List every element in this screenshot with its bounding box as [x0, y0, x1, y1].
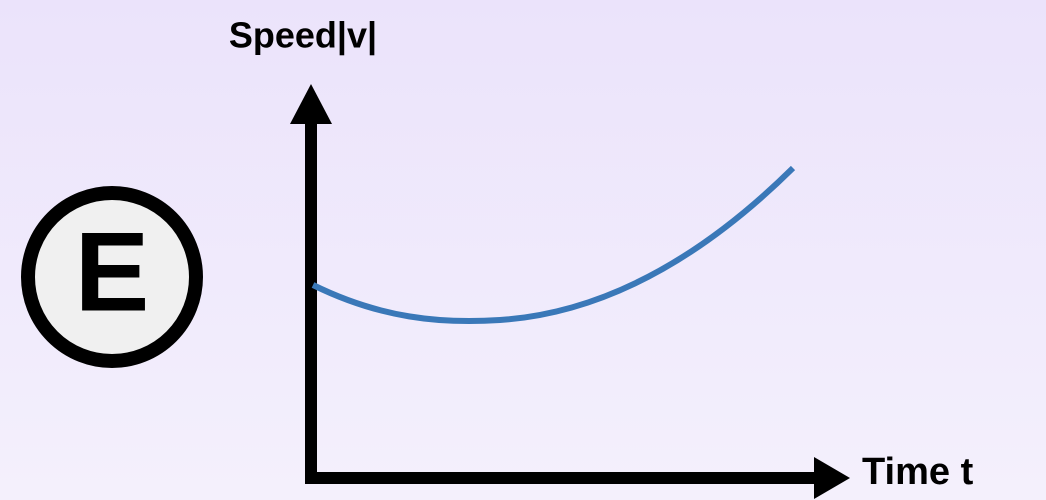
- y-axis-label: Speed|v|: [229, 15, 377, 57]
- x-axis-arrow: [814, 457, 850, 499]
- marker-circle: [21, 186, 203, 368]
- x-axis-label: Time t: [862, 451, 974, 493]
- y-axis-arrow: [290, 84, 332, 124]
- speed-curve: [311, 165, 796, 325]
- marker-letter: E: [75, 210, 150, 335]
